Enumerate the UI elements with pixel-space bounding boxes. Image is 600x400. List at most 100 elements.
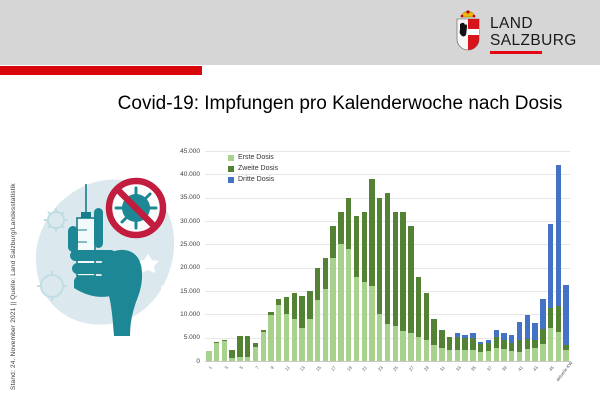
red-accent-bar xyxy=(0,66,202,75)
bar-week-25-1 xyxy=(392,326,398,361)
x-axis-label: 25 xyxy=(392,365,400,373)
bar-week-38-2 xyxy=(493,337,499,349)
bar-week-30-2 xyxy=(431,319,437,346)
bar-week-18-2 xyxy=(338,211,344,245)
bar-week-38-1 xyxy=(493,348,499,361)
bar-week-44-1 xyxy=(540,344,546,361)
bar-week-41-2 xyxy=(516,340,523,353)
bar-week-2-1 xyxy=(213,342,220,361)
legend-item: Zweite Dosis xyxy=(228,163,278,174)
logo-line-2: SALZBURG xyxy=(490,32,577,49)
bar-week-38-3 xyxy=(493,330,499,338)
bar-week-9-2 xyxy=(268,312,274,316)
bar-week-5-1 xyxy=(237,356,243,361)
bar-week-21-1 xyxy=(361,281,367,361)
no-virus-sign-icon xyxy=(105,177,167,239)
bar-week-4-1 xyxy=(229,358,235,361)
vaccination-illustration xyxy=(30,168,182,341)
bar-week-47-1 xyxy=(563,349,569,361)
bar-week-31-1 xyxy=(439,348,445,361)
bar-week-26-1 xyxy=(400,330,406,361)
header-band xyxy=(0,0,600,65)
bar-week-44-2 xyxy=(540,329,546,345)
bar-week-8-1 xyxy=(260,331,266,361)
bar-week-34-3 xyxy=(462,334,468,339)
bar-week-10-2 xyxy=(276,298,282,306)
bar-week-20-2 xyxy=(353,216,360,277)
legend-item: Dritte Dosis xyxy=(228,174,278,185)
bar-week-17-1 xyxy=(330,258,336,361)
bar-week-27-1 xyxy=(408,333,414,361)
bar-week-23-1 xyxy=(377,314,383,361)
bar-week-31-2 xyxy=(439,330,445,349)
bar-week-21-2 xyxy=(361,211,367,282)
legend-label: Zweite Dosis xyxy=(238,165,279,172)
legend-swatch-icon xyxy=(228,154,234,161)
logo-line-1: LAND xyxy=(490,15,533,32)
chart-legend: Erste Dosis Zweite Dosis Dritte Dosis xyxy=(228,152,278,185)
bar-week-39-3 xyxy=(501,333,507,340)
x-axis-label: 15 xyxy=(314,365,322,373)
bar-week-5-2 xyxy=(237,336,243,357)
gridline-45000 xyxy=(205,151,570,152)
bar-week-40-2 xyxy=(509,343,515,351)
bar-week-6-1 xyxy=(245,357,251,361)
bar-week-14-2 xyxy=(307,291,313,319)
bar-week-37-1 xyxy=(485,350,492,361)
legend-item: Erste Dosis xyxy=(228,152,278,163)
bar-week-43-2 xyxy=(532,340,538,348)
y-axis-label: 0 xyxy=(196,357,200,365)
x-axis-label: 13 xyxy=(299,365,307,373)
bar-week-30-1 xyxy=(431,345,437,361)
bar-week-13-1 xyxy=(299,328,305,361)
bar-week-28-2 xyxy=(415,277,422,337)
y-axis-label: 5.000 xyxy=(183,334,200,342)
bar-week-47-3 xyxy=(563,284,569,345)
bar-week-36-2 xyxy=(478,343,484,352)
bar-week-26-2 xyxy=(400,211,406,331)
bar-week-22-2 xyxy=(369,179,375,287)
land-salzburg-logo: LAND SALZBURG xyxy=(453,9,583,59)
bar-week-35-3 xyxy=(470,333,476,339)
gridline-0 xyxy=(205,361,570,362)
x-axis-label: aktuelle KW xyxy=(555,360,574,383)
bar-week-39-1 xyxy=(501,348,507,361)
bar-week-43-1 xyxy=(532,347,538,361)
bar-week-24-1 xyxy=(384,323,391,361)
gridline-40000 xyxy=(205,174,570,176)
page-title: Covid-19: Impfungen pro Kalenderwoche na… xyxy=(117,93,563,114)
x-axis-label: 41 xyxy=(516,365,524,373)
bar-week-4-2 xyxy=(229,349,235,359)
bar-week-46-3 xyxy=(555,165,562,307)
bar-week-46-2 xyxy=(555,306,562,332)
y-axis-label: 40.000 xyxy=(180,170,200,178)
bar-week-16-1 xyxy=(322,288,329,361)
bar-week-13-2 xyxy=(299,295,305,329)
bar-week-45-3 xyxy=(547,224,554,309)
bar-week-10-1 xyxy=(276,305,282,361)
bar-week-15-1 xyxy=(314,300,321,361)
x-axis-label: 45 xyxy=(547,365,555,373)
bar-week-36-3 xyxy=(478,341,484,344)
bar-week-40-1 xyxy=(509,350,515,361)
bar-week-25-2 xyxy=(392,211,398,326)
bar-week-12-1 xyxy=(291,318,298,361)
bar-week-12-2 xyxy=(291,293,298,319)
bar-week-20-1 xyxy=(353,277,360,361)
bar-week-36-1 xyxy=(478,351,484,361)
bar-week-24-2 xyxy=(384,193,391,324)
bar-week-19-2 xyxy=(345,197,352,249)
bar-week-33-2 xyxy=(454,336,461,350)
bar-week-32-1 xyxy=(446,349,453,361)
bar-week-6-2 xyxy=(245,336,251,358)
bar-week-42-1 xyxy=(524,349,530,361)
bar-week-37-3 xyxy=(485,340,492,343)
logo-wordmark: LAND SALZBURG xyxy=(490,9,577,54)
x-axis-label: 17 xyxy=(330,365,338,373)
bar-week-15-2 xyxy=(314,267,321,301)
bar-week-1-1 xyxy=(206,351,212,361)
bar-week-19-1 xyxy=(345,249,352,361)
bar-week-7-1 xyxy=(252,347,259,361)
bar-week-27-2 xyxy=(408,225,414,333)
